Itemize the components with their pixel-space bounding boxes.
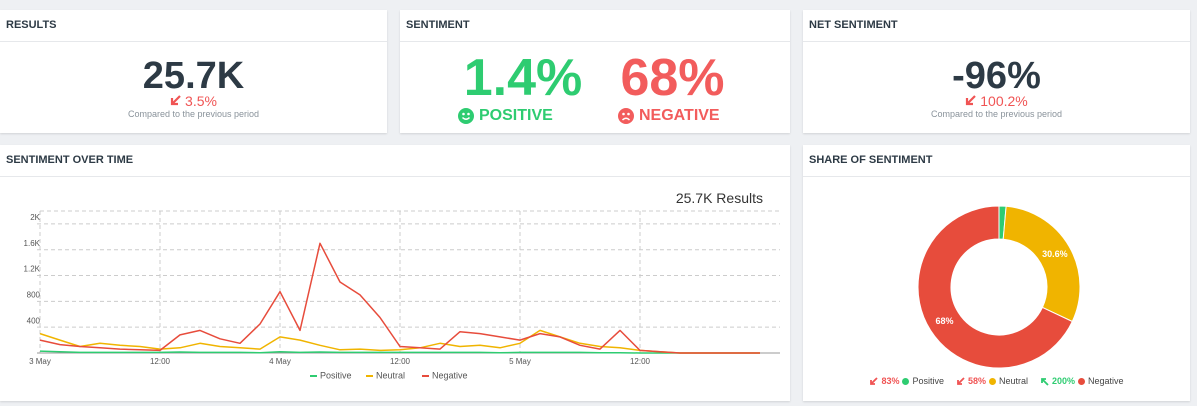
y-tick-label: 1.6K xyxy=(24,239,41,248)
results-change: 3.5% xyxy=(0,93,387,109)
legend-dot xyxy=(902,377,910,385)
donut-slice xyxy=(1002,205,1081,323)
card-title: RESULTS xyxy=(0,10,387,42)
label-text: POSITIVE xyxy=(479,107,553,124)
legend-text: Negative xyxy=(432,370,468,380)
change-text: 100.2% xyxy=(980,93,1028,109)
x-tick-label: 3 May xyxy=(29,357,51,366)
legend-item: 83% Positive xyxy=(869,376,944,386)
net-note: Compared to the previous period xyxy=(930,109,1063,119)
legend-item: 200% Negative xyxy=(1040,376,1124,386)
net-sentiment-card: NET SENTIMENT -96% 100.2% Compared to th… xyxy=(803,10,1190,133)
negative-label: NEGATIVE xyxy=(618,107,720,125)
legend-dot xyxy=(988,377,996,385)
card-title: SENTIMENT xyxy=(400,10,790,42)
donut-slice xyxy=(917,205,1073,369)
sentiment-card: SENTIMENT 1.4% 68% POSITIVE NEGATIVE xyxy=(400,10,790,133)
net-change: 100.2% xyxy=(803,93,1190,109)
x-tick-label: 5 May xyxy=(509,357,531,366)
legend-item: 58% Neutral xyxy=(956,376,1028,386)
results-value: 25.7K xyxy=(142,55,245,97)
results-note: Compared to the previous period xyxy=(127,109,260,119)
legend-text: Neutral xyxy=(998,376,1028,386)
card-title: NET SENTIMENT xyxy=(803,10,1190,42)
slice-label: 30.6% xyxy=(1042,249,1068,259)
series-line xyxy=(39,350,760,354)
y-tick-label: 800 xyxy=(27,290,41,299)
positive-value: 1.4% xyxy=(463,49,583,107)
positive-label: POSITIVE xyxy=(458,107,553,125)
frown-icon xyxy=(618,108,634,124)
change-text: 3.5% xyxy=(185,93,217,109)
y-tick-label: 400 xyxy=(27,316,41,325)
legend-text: Neutral xyxy=(376,370,405,380)
net-value: -96% xyxy=(952,55,1041,97)
y-tick-label: 2K xyxy=(30,213,40,222)
card-title: SENTIMENT OVER TIME xyxy=(0,145,790,177)
total-label: 25.7K Results xyxy=(675,190,763,206)
x-tick-label: 4 May xyxy=(269,357,291,366)
smile-icon xyxy=(458,108,474,124)
legend-text: Negative xyxy=(1088,376,1124,386)
slice-label: 68% xyxy=(936,316,954,326)
negative-value: 68% xyxy=(620,49,725,107)
down-arrow xyxy=(957,376,965,385)
change-text: 58% xyxy=(967,376,986,386)
label-text: NEGATIVE xyxy=(639,107,720,124)
donut-legend: 83% Positive 58% Neutral 200% Negative xyxy=(803,376,1190,386)
y-tick-label: 1.2K xyxy=(24,265,41,274)
change-text: 83% xyxy=(881,376,900,386)
x-tick-label: 12:00 xyxy=(390,357,411,366)
legend-text: Positive xyxy=(912,376,944,386)
legend-text: Positive xyxy=(320,370,352,380)
down-arrow xyxy=(870,376,879,385)
card-title: SHARE OF SENTIMENT xyxy=(803,145,1190,177)
down-arrow xyxy=(966,95,977,106)
series-line xyxy=(39,242,760,354)
sentiment-over-time-card: SENTIMENT OVER TIME 25.7K Results xyxy=(0,145,790,401)
up-arrow xyxy=(1041,377,1049,386)
down-arrow xyxy=(170,95,181,106)
legend-dot xyxy=(1078,377,1086,385)
x-tick-label: 12:00 xyxy=(630,357,651,366)
x-tick-label: 12:00 xyxy=(150,357,171,366)
results-card: RESULTS 25.7K 3.5% Compared to the previ… xyxy=(0,10,387,133)
change-text: 200% xyxy=(1052,376,1076,386)
